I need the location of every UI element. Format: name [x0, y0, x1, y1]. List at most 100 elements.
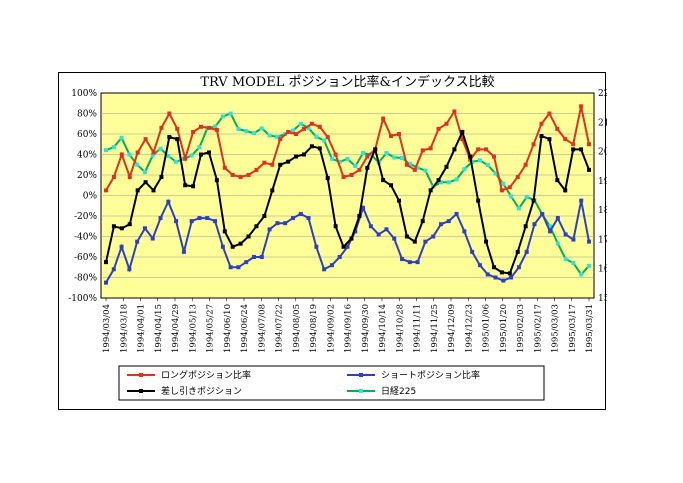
short-position-ratio-point [104, 280, 108, 285]
short-position-ratio-point [306, 216, 311, 221]
x-tick-label: 1995/02/17 [533, 304, 543, 353]
net-position-point [587, 167, 591, 172]
short-position-ratio-point [353, 229, 358, 234]
legend-label: 差し引きポジション [161, 385, 242, 397]
nikkei-225-point [493, 171, 498, 176]
short-position-ratio-point [540, 211, 545, 216]
nikkei-225-point [329, 156, 334, 161]
long-position-ratio-point [246, 173, 251, 177]
net-position-point [151, 188, 156, 193]
x-tick-label: 1994/12/23 [464, 304, 474, 353]
long-position-ratio-point [309, 121, 314, 126]
x-tick-label: 1994/06/24 [240, 304, 250, 353]
short-position-ratio-point [571, 237, 576, 242]
net-position-point [547, 137, 552, 142]
long-position-ratio-point [175, 126, 180, 131]
y-right-tick-label: 16000 [598, 265, 607, 275]
y-right-tick-label: 21000 [598, 118, 607, 128]
y-left-tick-label: -60% [74, 253, 97, 263]
y-left-tick-label: 100% [71, 89, 97, 99]
nikkei-225-point [119, 135, 124, 140]
long-position-ratio-point [127, 175, 132, 180]
x-tick-label: 1994/08/19 [309, 304, 319, 353]
net-position-point [104, 260, 108, 265]
net-position-point [460, 129, 465, 134]
net-position-point [214, 178, 219, 183]
net-position-point [389, 183, 394, 188]
short-position-ratio-point [314, 244, 319, 249]
nikkei-225-point [236, 127, 241, 132]
short-position-ratio-point [361, 205, 366, 210]
long-position-ratio-point [539, 121, 544, 126]
legend-label: ロングポジション比率 [161, 369, 251, 381]
nikkei-225-point [579, 272, 584, 277]
net-position-point [206, 150, 211, 155]
x-tick-label: 1994/07/08 [257, 304, 267, 353]
nikkei-225-point [306, 126, 311, 131]
x-tick-label: 1995/03/31 [585, 304, 595, 353]
x-tick-label: 1994/05/13 [188, 304, 198, 353]
net-position-point [309, 144, 314, 149]
long-position-ratio-point [206, 125, 211, 130]
nikkei-225-point [438, 180, 443, 185]
net-position-point [452, 147, 457, 152]
net-position-point [523, 224, 528, 229]
net-position-point [191, 184, 196, 189]
long-position-ratio-point [555, 126, 560, 131]
nikkei-225-point [135, 162, 140, 167]
long-position-ratio-point [341, 175, 346, 180]
long-position-ratio-point [396, 132, 401, 136]
nikkei-225-point [220, 114, 225, 119]
y-right-tick-label: 19000 [598, 177, 607, 187]
net-position-point [571, 147, 576, 152]
short-position-ratio-point [446, 219, 451, 224]
net-position-point [563, 188, 568, 193]
net-position-point [436, 178, 441, 183]
nikkei-225-point [555, 241, 560, 246]
short-position-ratio-point [477, 263, 482, 268]
short-position-ratio-point [111, 267, 116, 272]
x-tick-label: 1994/05/27 [206, 304, 216, 353]
short-position-ratio-point [181, 249, 186, 254]
net-position-point [119, 226, 124, 231]
long-position-ratio-point [404, 162, 409, 167]
long-position-ratio-point [491, 154, 496, 159]
short-position-ratio-point [384, 227, 389, 232]
short-position-ratio-point [228, 265, 233, 270]
short-position-ratio-point [454, 211, 459, 216]
short-position-ratio-point [579, 198, 584, 203]
net-position-point [404, 234, 409, 239]
legend-swatch-marker [359, 389, 363, 393]
nikkei-225-point [158, 146, 163, 151]
x-tick-label: 1995/03/17 [568, 304, 578, 353]
x-tick-label: 1994/09/16 [344, 304, 354, 353]
long-position-ratio-point [460, 137, 465, 142]
net-position-point [539, 134, 544, 139]
long-position-ratio-point [159, 125, 164, 130]
nikkei-225-point [407, 161, 412, 166]
long-position-ratio-point [333, 152, 338, 157]
nikkei-225-point [400, 156, 405, 161]
long-position-ratio-point [254, 167, 259, 172]
short-position-ratio-point [127, 267, 132, 272]
net-position-point [294, 154, 299, 159]
chart-svg: TRV MODEL ポジション比率&インデックス比較 100% 80% 60% 40% 2… [68, 74, 607, 401]
nikkei-225-point [446, 180, 451, 185]
nikkei-225-point [501, 181, 506, 186]
x-tick-label: 1994/09/30 [361, 304, 371, 353]
short-position-ratio-point [267, 227, 272, 232]
y-left-tick-label: 40% [77, 151, 97, 161]
net-position-point [476, 198, 481, 203]
y-left-tick-label: -80% [74, 274, 97, 284]
net-position-point [325, 176, 330, 181]
net-position-point [420, 219, 425, 224]
short-position-ratio-point [174, 219, 179, 224]
x-tick-label: 1994/07/22 [275, 304, 285, 353]
long-position-ratio-point [199, 124, 204, 129]
short-position-ratio-point [493, 275, 498, 280]
chart-frame: TRV MODEL ポジション比率&インデックス比較 100% 80% 60% 40% 2… [58, 72, 607, 410]
y-right-tick-label: 15000 [598, 294, 607, 304]
net-position-point [262, 214, 267, 218]
long-position-ratio-point [222, 165, 227, 170]
net-position-point [396, 198, 401, 203]
